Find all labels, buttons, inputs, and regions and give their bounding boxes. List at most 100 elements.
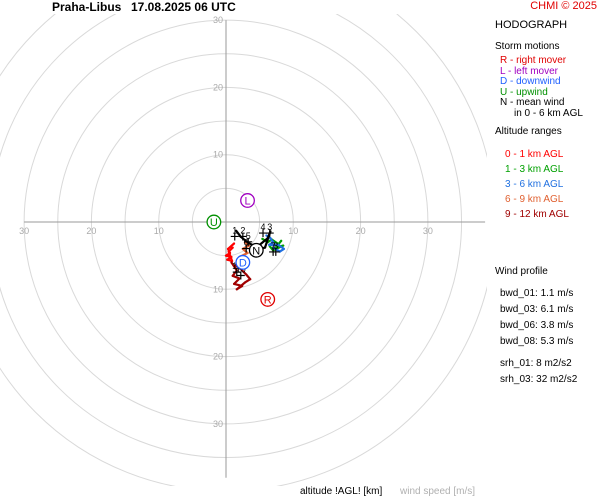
wind-trace-point: [261, 237, 264, 240]
altitude-ranges-title: Altitude ranges: [495, 126, 562, 137]
wind-trace-point: [230, 261, 233, 264]
height-marker: [242, 244, 251, 253]
x-tick-label: 20: [86, 226, 96, 236]
storm-motions-section: Storm motions R - right mover L - left mo…: [495, 41, 583, 119]
wind-trace-9-12kmAGL: [230, 261, 252, 291]
altitude-axis-label: altitude !AGL! [km]: [300, 486, 383, 497]
datetime-label: 17.08.2025 06 UTC: [131, 0, 236, 14]
wind-trace-point: [269, 237, 272, 240]
height-label: 5: [246, 231, 251, 241]
height-label: 8: [273, 241, 278, 251]
wind-trace-point: [266, 237, 269, 240]
wind-trace-point: [246, 251, 249, 255]
wind-trace-point: [238, 277, 241, 280]
wind-trace-point: [277, 243, 280, 246]
wind-trace-point: [282, 247, 285, 251]
wind-trace-point: [265, 234, 268, 237]
credit-label: CHMI © 2025: [530, 0, 597, 12]
altitude-range-item: 6 - 9 km AGL: [505, 194, 564, 205]
wind-trace-point: [226, 247, 230, 251]
storm-motion-marker: [248, 242, 264, 258]
height-marker: [238, 232, 247, 241]
y-tick-label: 30: [213, 419, 223, 429]
wind-trace-point: [230, 255, 233, 259]
wind-speed-axis-label: wind speed [m/s]: [400, 486, 476, 497]
wind-trace-point: [226, 258, 229, 261]
wind-trace-point: [231, 246, 234, 249]
storm-motion-marker: [260, 291, 276, 307]
altitude-range-item: 9 - 12 km AGL: [505, 209, 569, 220]
wind-trace-point: [263, 246, 267, 249]
wind-profile-item: bwd_08: 5.3 m/s: [500, 336, 574, 347]
storm-motions-title: Storm motions: [495, 41, 560, 52]
storm-motion-item: N - mean wind: [500, 97, 565, 108]
storm-motion-item: D - downwind: [500, 76, 561, 87]
wind-trace-point: [227, 250, 230, 253]
wind-trace-point: [280, 239, 283, 242]
wind-trace-point: [232, 242, 236, 245]
wind-profile-item: bwd_03: 6.1 m/s: [500, 304, 574, 315]
storm-motion-marker: [206, 214, 222, 230]
altitude-ranges-list: 0 - 1 km AGL 1 - 3 km AGL 3 - 6 km AGL 6 - …: [505, 147, 569, 222]
height-marker: [271, 247, 280, 256]
wind-profile-section: Wind profile bwd_01: 1.1 m/s bwd_03: 6.1 …: [495, 266, 577, 388]
y-tick-label: 20: [213, 352, 223, 362]
wind-trace-point: [282, 244, 285, 247]
wind-trace-point: [267, 243, 271, 246]
storm-motion-item: L - left mover: [500, 65, 558, 77]
altitude-range-item: 3 - 6 km AGL: [505, 179, 564, 190]
height-label: 3: [267, 222, 272, 232]
height-marker: [236, 271, 245, 280]
wind-trace-point: [272, 241, 275, 244]
height-label: 1: [232, 225, 237, 235]
height-marker: [244, 237, 253, 246]
altitude-ranges-section: Altitude ranges 0 - 1 km AGL 1 - 3 km AGL…: [495, 126, 569, 222]
wind-trace-point: [234, 229, 238, 232]
height-label: 7: [271, 241, 276, 251]
wind-profile-title: Wind profile: [495, 266, 548, 277]
storm-motion-label: R: [264, 294, 272, 306]
storm-motions-list: R - right mover L - left mover D - downwin…: [500, 55, 583, 119]
y-tick-label: 10: [213, 284, 223, 294]
storm-motion-label: D: [239, 257, 247, 269]
wind-trace-point: [235, 288, 238, 291]
height-label: 6: [244, 238, 249, 248]
wind-trace-point: [243, 281, 246, 284]
storm-motion-marker: [235, 254, 251, 270]
wind-profile-item: bwd_06: 3.8 m/s: [500, 320, 574, 331]
station-name: Praha-Libus: [52, 0, 122, 14]
wind-profile-list: bwd_01: 1.1 m/s bwd_03: 6.1 m/s bwd_06: 3.…: [500, 286, 577, 388]
x-tick-label: 20: [356, 226, 366, 236]
y-tick-label: 10: [213, 150, 223, 160]
storm-motion-item: in 0 - 6 km AGL: [514, 107, 583, 119]
y-tick-label: 30: [213, 15, 223, 25]
wind-trace-point: [232, 282, 236, 286]
height-label: 2: [240, 225, 245, 235]
wind-trace-point: [249, 278, 252, 281]
x-tick-label: 30: [423, 226, 433, 236]
height-marker: [230, 232, 239, 241]
hodograph-grid: 10 10 10 10 20 20 20 20 30 30 30 30: [0, 14, 487, 486]
wind-trace-point: [241, 284, 244, 288]
speed-ring: [0, 14, 462, 458]
x-tick-label: 10: [288, 226, 298, 236]
storm-motion-label: U: [210, 217, 218, 229]
altitude-range-item: 0 - 1 km AGL: [505, 149, 564, 160]
x-tick-label: 30: [19, 226, 29, 236]
wind-trace-point: [245, 273, 248, 276]
altitude-range-item: 1 - 3 km AGL: [505, 164, 564, 175]
y-tick-label: 20: [213, 82, 223, 92]
storm-motion-item: U - upwind: [500, 86, 548, 98]
storm-motion-item: R - right mover: [500, 55, 567, 66]
wind-trace-point: [231, 274, 234, 277]
x-tick-label: 10: [154, 226, 164, 236]
height-marker: [259, 229, 268, 238]
storm-motion-label: N: [252, 245, 260, 257]
wind-profile-item: bwd_01: 1.1 m/s: [500, 288, 574, 299]
panel-title: HODOGRAPH: [495, 19, 568, 31]
legend-panel: HODOGRAPH: [495, 19, 567, 31]
wind-trace-point: [224, 254, 228, 257]
storm-motion-marker: [240, 193, 255, 208]
wind-profile-item: srh_03: 32 m2/s2: [500, 374, 578, 385]
storm-motion-label: L: [244, 195, 250, 207]
